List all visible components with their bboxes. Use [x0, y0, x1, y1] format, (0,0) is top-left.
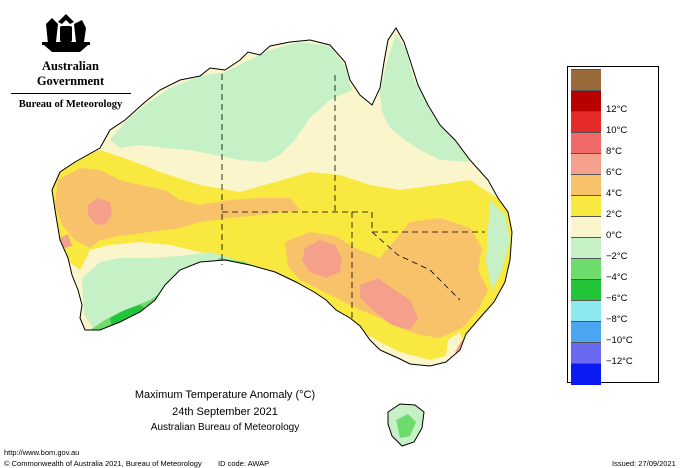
legend-label: 4°C: [606, 188, 622, 199]
legend-swatch: [571, 153, 601, 175]
legend-label: −6°C: [606, 293, 628, 304]
legend-swatch: [571, 111, 601, 133]
legend-swatch: [571, 363, 601, 385]
legend-swatch: [571, 237, 601, 259]
legend-swatch: [571, 279, 601, 301]
legend-swatch: [571, 90, 601, 112]
legend-swatch: [571, 300, 601, 322]
copyright-text: © Commonwealth of Australia 2021, Bureau…: [4, 459, 202, 468]
legend-label: −8°C: [606, 314, 628, 325]
id-code: ID code: AWAP: [218, 459, 270, 468]
map-source: Australian Bureau of Meteorology: [150, 422, 300, 433]
legend-swatch: [571, 195, 601, 217]
legend-label: 0°C: [606, 230, 622, 241]
legend-swatch: [571, 69, 601, 91]
bom-logo: Australian Government Bureau of Meteorol…: [8, 10, 133, 110]
logo-divider: [10, 93, 131, 94]
legend-swatch: [571, 132, 601, 154]
bureau-name: Bureau of Meteorology: [18, 99, 123, 110]
map-date: 24th September 2021: [172, 406, 278, 418]
legend-swatch: [571, 174, 601, 196]
legend-swatch: [571, 216, 601, 238]
issued-date: Issued: 27/09/2021: [612, 459, 676, 468]
legend-swatch: [571, 321, 601, 343]
legend-label: 8°C: [606, 146, 622, 157]
legend-label: −4°C: [606, 272, 628, 283]
legend-swatch: [571, 258, 601, 280]
legend-label: 2°C: [606, 209, 622, 220]
legend-label: 6°C: [606, 167, 622, 178]
legend-label: 12°C: [606, 104, 628, 115]
legend-swatch: [571, 342, 601, 364]
bom-url-link[interactable]: http://www.bom.gov.au: [4, 448, 80, 457]
government-name: Australian Government: [36, 59, 105, 88]
map-title: Maximum Temperature Anomaly (°C): [134, 389, 316, 401]
color-legend: 12°C 10°C 8°C 6°C 4°C 2°C 0°C −2°C −4°C −6°C −8°C −…: [567, 66, 659, 385]
legend-label: −10°C: [606, 335, 633, 346]
legend-label: −12°C: [606, 356, 633, 367]
legend-label: 10°C: [606, 125, 628, 136]
legend-label: −2°C: [606, 251, 628, 262]
coat-of-arms-icon: [42, 14, 90, 52]
